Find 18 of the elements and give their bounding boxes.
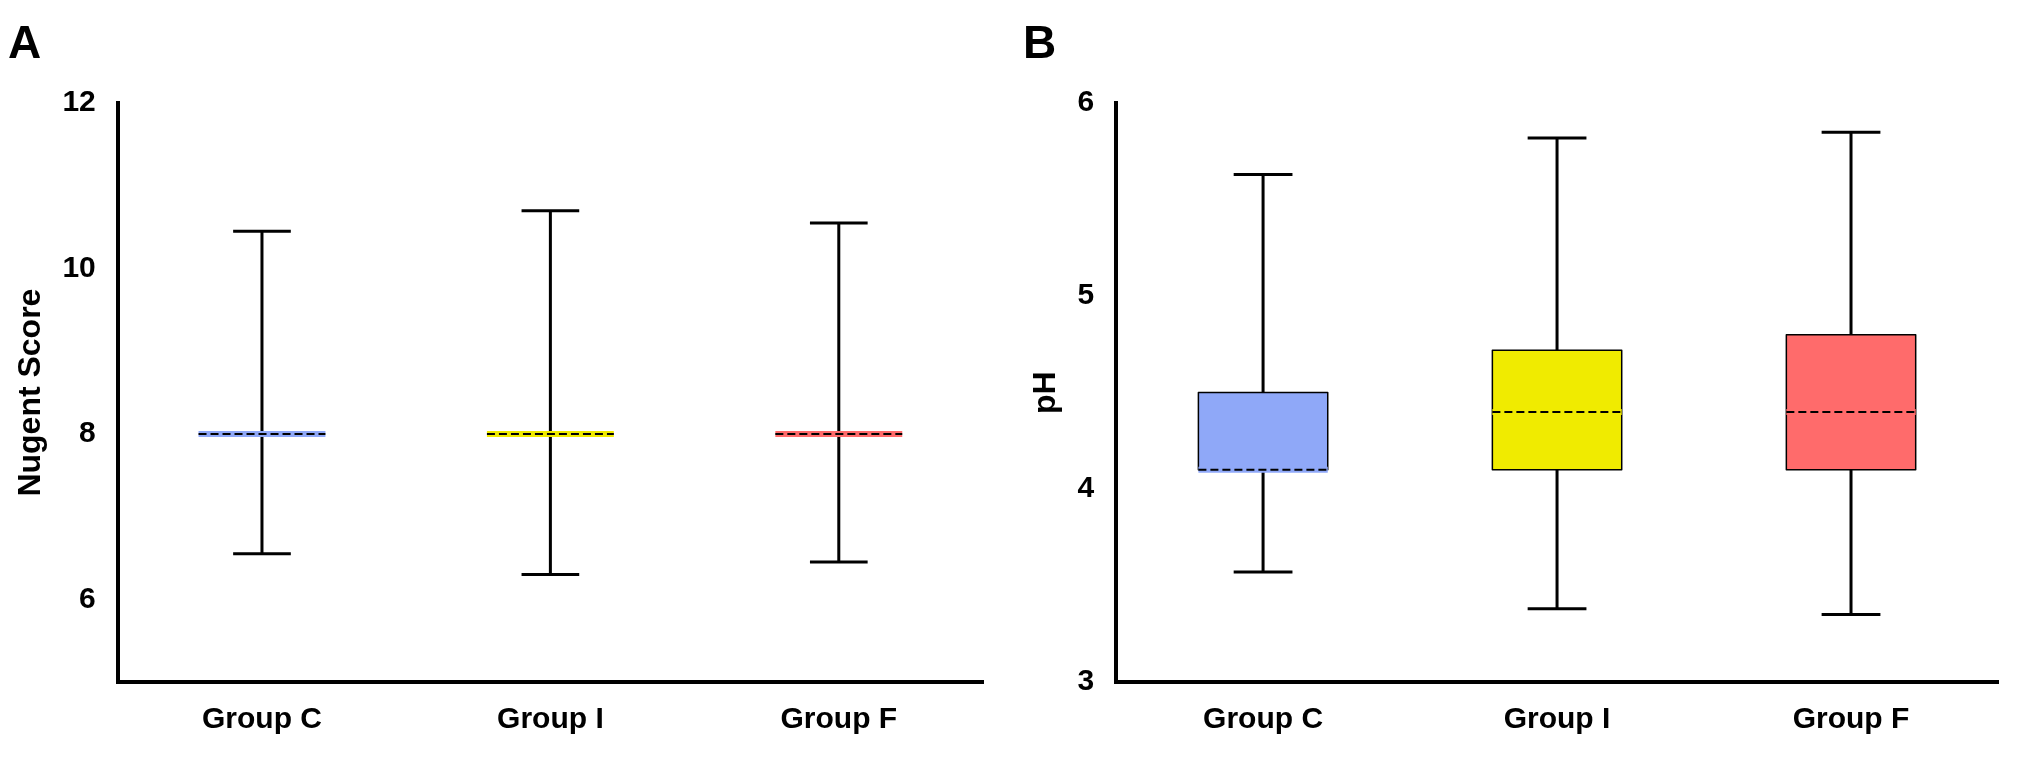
y-tick-label: 12 <box>62 84 96 118</box>
x-tick-label: Group I <box>1503 701 1611 735</box>
y-tick-label: 10 <box>62 249 96 283</box>
y-tick-label: 8 <box>79 415 96 449</box>
x-tick-label: Group C <box>1203 701 1324 735</box>
y-axis-title: pH <box>1026 371 1063 414</box>
y-tick-label: 4 <box>1077 470 1095 504</box>
x-tick-label: Group I <box>497 701 604 735</box>
chart-title: A <box>8 16 42 69</box>
y-tick-label: 6 <box>79 580 96 614</box>
x-tick-label: Group C <box>201 701 322 735</box>
y-tick-label: 5 <box>1077 277 1095 311</box>
y-tick-label: 3 <box>1077 663 1095 697</box>
x-tick-label: Group F <box>1792 701 1910 735</box>
x-tick-label: Group F <box>780 701 898 735</box>
y-axis-title: Nugent Score <box>11 288 48 497</box>
chart-title: B <box>1023 16 1057 69</box>
y-tick-label: 6 <box>1077 84 1095 118</box>
